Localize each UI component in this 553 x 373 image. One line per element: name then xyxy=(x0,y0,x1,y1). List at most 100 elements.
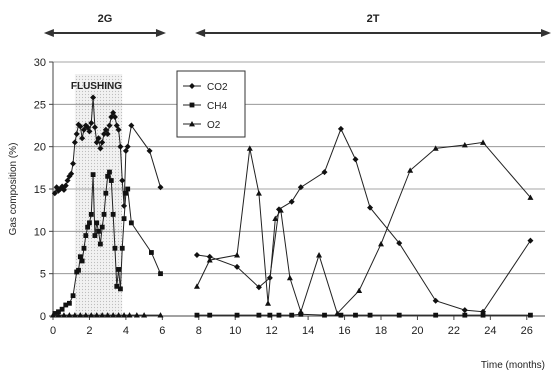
x-tick-label: 26 xyxy=(521,325,533,337)
ch4-data-point xyxy=(103,190,109,196)
ch4-data-point xyxy=(158,271,163,277)
ch4-data-point xyxy=(194,312,200,318)
o2-data-point xyxy=(99,312,106,318)
o2-data-point xyxy=(110,312,117,318)
ch4-data-point xyxy=(128,220,134,226)
x-tick-label: 8 xyxy=(196,325,202,337)
co2-data-point xyxy=(64,177,71,184)
ch4-data-point xyxy=(88,212,94,217)
co2-data-point xyxy=(108,114,115,121)
co2-data-point xyxy=(102,126,109,133)
x-tick-label: 12 xyxy=(266,325,278,337)
co2-data-point xyxy=(97,145,104,152)
co2-data-point xyxy=(60,186,67,193)
co2-data-point xyxy=(234,263,241,270)
o2-data-point xyxy=(527,194,534,200)
ch4-data-point xyxy=(76,267,81,273)
ch4-data-point xyxy=(121,216,127,222)
ch4-data-point xyxy=(338,312,344,318)
o2-data-point xyxy=(277,207,284,213)
ch4-data-point xyxy=(462,312,468,318)
legend-label-co2: CO2 xyxy=(207,82,228,93)
ch4-data-point xyxy=(289,312,295,318)
o2-data-point xyxy=(121,312,128,318)
co2-data-point xyxy=(77,123,84,130)
ch4-data-point xyxy=(63,302,69,308)
ch4-data-point xyxy=(119,245,125,251)
x-tick-label: 16 xyxy=(338,325,350,337)
co2-data-point xyxy=(122,147,129,154)
ch4-data-point xyxy=(94,220,100,226)
o2-data-point xyxy=(60,312,67,318)
ch4-series-line xyxy=(196,313,531,316)
y-tick-label: 0 xyxy=(40,311,46,323)
legend-marker-o2 xyxy=(189,121,195,127)
legend-box xyxy=(176,70,246,138)
co2-data-point xyxy=(79,135,86,142)
y-tick-label: 25 xyxy=(34,99,46,111)
ch4-data-point xyxy=(125,186,131,192)
y-tick-label: 30 xyxy=(34,57,46,69)
o2-data-point xyxy=(378,241,384,247)
co2-data-point xyxy=(206,253,213,260)
co2-data-point xyxy=(110,109,117,116)
ch4-data-point xyxy=(87,220,92,226)
co2-data-point xyxy=(128,122,135,129)
ch4-data-point xyxy=(70,293,76,299)
y-tick-label: 10 xyxy=(34,226,46,238)
ch4-data-point xyxy=(480,312,486,318)
o2-data-point xyxy=(234,252,241,258)
co2-data-point xyxy=(352,156,359,163)
co2-data-point xyxy=(193,252,200,259)
ch4-data-point xyxy=(433,312,439,318)
ch4-data-point xyxy=(114,283,120,289)
co2-data-point xyxy=(62,182,69,189)
co2-data-point xyxy=(337,125,344,132)
co2-data-point xyxy=(115,126,122,133)
o2-data-point xyxy=(133,312,140,318)
phase-arrow-head-left xyxy=(195,29,206,37)
ch4-data-point xyxy=(112,245,118,251)
flushing-band xyxy=(74,74,123,316)
x-tick-label: 10 xyxy=(229,325,241,337)
phase-label: 2T xyxy=(367,13,380,25)
o2-data-point xyxy=(93,312,100,318)
ch4-data-point xyxy=(107,169,112,175)
o2-data-point xyxy=(82,312,89,318)
co2-data-point xyxy=(461,307,468,314)
ch4-data-point xyxy=(234,312,240,318)
phase-label: 2G xyxy=(98,13,113,25)
co2-data-point xyxy=(367,204,374,211)
o2-data-point xyxy=(297,308,304,315)
ch4-data-point xyxy=(322,312,327,318)
ch4-data-point xyxy=(56,309,61,315)
x-tick-label: 14 xyxy=(302,325,314,337)
ch4-data-point xyxy=(52,311,58,316)
o2-data-point xyxy=(141,312,148,318)
co2-data-point xyxy=(321,169,328,176)
x-axis-label: Time (months) xyxy=(481,360,545,371)
flushing-label: FLUSHING xyxy=(71,81,122,92)
y-tick-label: 15 xyxy=(34,184,46,196)
o2-data-point xyxy=(480,139,487,145)
x-tick-label: 4 xyxy=(123,325,129,337)
co2-data-point xyxy=(255,284,262,291)
co2-series-line xyxy=(196,127,531,313)
x-tick-label: 20 xyxy=(411,325,423,337)
phase-arrow-head-right xyxy=(541,29,551,37)
co2-data-point xyxy=(146,147,153,154)
co2-data-point xyxy=(93,139,100,146)
o2-data-point xyxy=(104,312,111,318)
o2-data-point xyxy=(115,312,122,318)
ch4-data-point xyxy=(79,258,85,264)
ch4-data-point xyxy=(108,178,114,183)
x-tick-label: 18 xyxy=(375,325,387,337)
ch4-data-point xyxy=(83,233,89,238)
o2-data-point xyxy=(316,252,323,258)
legend-label-o2: O2 xyxy=(207,120,221,131)
co2-data-point xyxy=(104,130,111,137)
ch4-data-point xyxy=(77,254,83,260)
co2-data-point xyxy=(117,143,124,150)
ch4-data-point xyxy=(90,172,96,178)
